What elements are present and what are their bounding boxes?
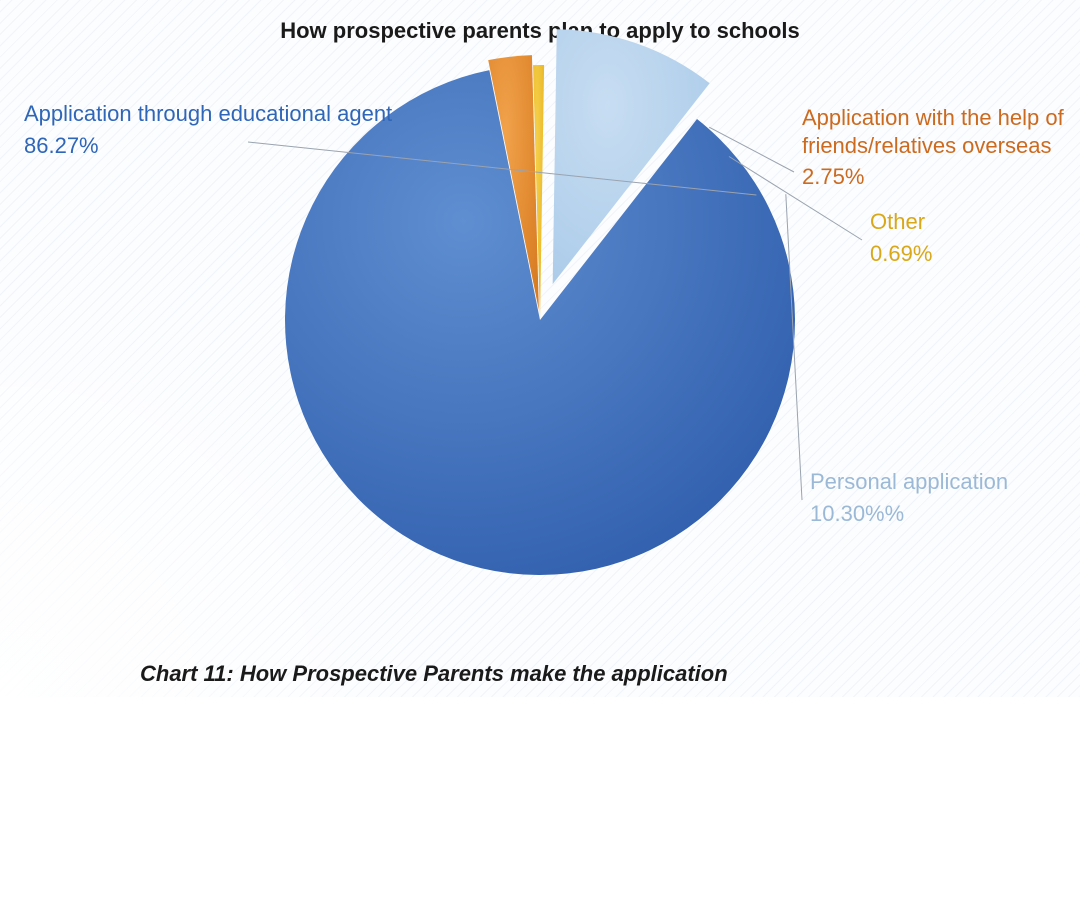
slice-label-pct: 10.30%% — [810, 500, 1008, 528]
slice-label-pct: 86.27% — [24, 132, 392, 160]
slice-label-text: Application with the help of friends/rel… — [802, 105, 1064, 158]
slice-label-text: Other — [870, 209, 925, 234]
chart-caption: Chart 11: How Prospective Parents make t… — [140, 661, 728, 687]
slice-label: Other 0.69% — [870, 208, 932, 267]
slice-label: Application with the help of friends/rel… — [802, 104, 1064, 191]
slice-label: Application through educational agent 86.… — [24, 100, 392, 159]
slice-label-text: Application through educational agent — [24, 101, 392, 126]
slice-label-text: Personal application — [810, 469, 1008, 494]
slice-label: Personal application 10.30%% — [810, 468, 1008, 527]
chart-stage: How prospective parents plan to apply to… — [0, 0, 1080, 697]
slice-label-pct: 2.75% — [802, 163, 1064, 191]
slice-label-pct: 0.69% — [870, 240, 932, 268]
